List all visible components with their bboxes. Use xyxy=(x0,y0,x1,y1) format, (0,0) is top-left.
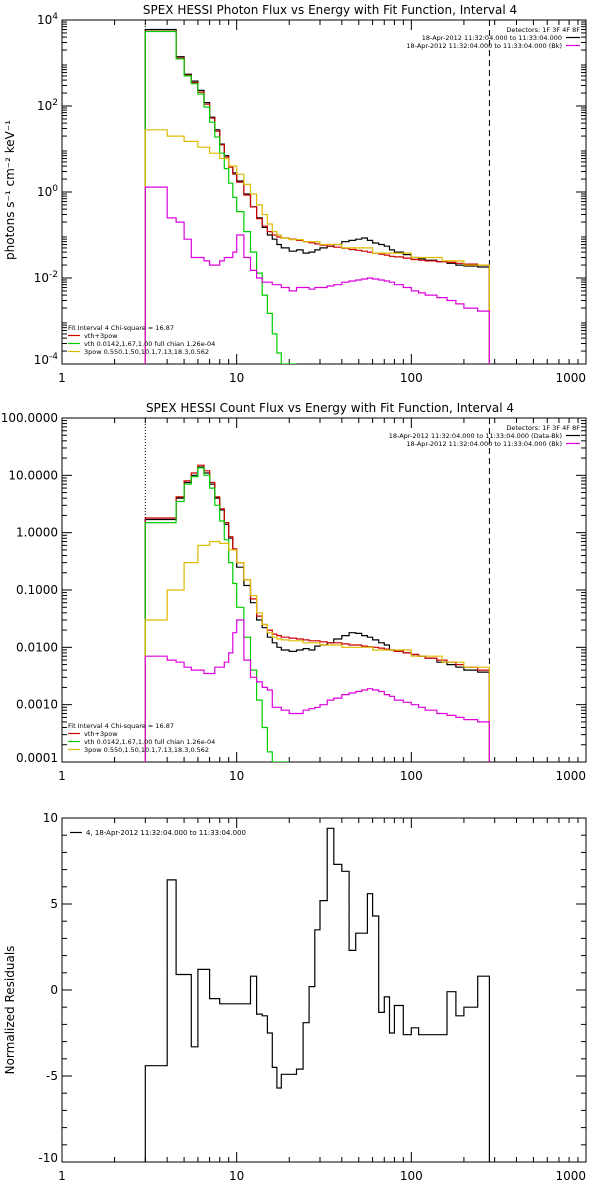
x-tick-label: 10 xyxy=(229,769,244,783)
x-tick-label: 100 xyxy=(400,769,423,783)
photon-flux-title: SPEX HESSI Photon Flux vs Energy with Fi… xyxy=(143,3,517,17)
y-tick-label: 100.0000 xyxy=(1,411,58,425)
series-group xyxy=(144,20,490,364)
count-flux-frame xyxy=(61,417,587,763)
y-tick-label: 0 xyxy=(50,983,58,997)
legend-entry-label: vth 0.0142,1.67,1.00 full chian 1.26e-04 xyxy=(84,340,215,348)
y-tick-label: 10-2 xyxy=(34,270,58,285)
y-tick-label: 0.0001 xyxy=(16,751,58,765)
legend-entry-label: vth+3pow xyxy=(84,332,118,340)
legend-entry-label: 18-Apr-2012 11:32:04.000 to 11:33:04.000 xyxy=(422,34,562,42)
legend-entry-label: 18-Apr-2012 11:32:04.000 to 11:33:04.000… xyxy=(406,440,562,448)
count-flux-ticks: 1 10 100 1000 0.0001 0.0010 0.0100 0.1000 1.0000… xyxy=(1,411,587,783)
series-group xyxy=(144,827,490,1162)
series-vth-histogram xyxy=(144,30,297,364)
photon-flux-ylabel: photons s⁻¹ cm⁻² keV⁻¹ xyxy=(3,120,17,260)
legend-entry-label: 3pow 0.550,1.50,10.1,7.13,18.3,0.562 xyxy=(84,348,209,356)
series-pow-histogram xyxy=(144,540,490,762)
series-data-histogram xyxy=(144,28,490,364)
legend-entry-label: 3pow 0.550,1.50,10.1,7.13,18.3,0.562 xyxy=(84,746,209,754)
y-tick-label: -5 xyxy=(46,1069,58,1083)
count-flux-title: SPEX HESSI Count Flux vs Energy with Fit… xyxy=(146,401,514,415)
y-tick-label: 102 xyxy=(37,98,58,113)
legend-entry-label: vth+3pow xyxy=(84,730,118,738)
y-tick-label: 10.0000 xyxy=(8,468,58,482)
x-tick-label: 10 xyxy=(229,1169,244,1183)
series-total-histogram xyxy=(144,464,490,762)
photon-flux-plot-area xyxy=(144,20,490,364)
y-tick-label: 5 xyxy=(50,897,58,911)
series-bk-histogram xyxy=(144,619,490,762)
residuals-plot-area xyxy=(144,827,490,1162)
photon-flux-ticks: 1 10 100 1000 10-4 10-2 100 102 104 xyxy=(34,12,587,385)
legend-entry-label: vth 0.0142,1.67,1.00 full chian 1.26e-04 xyxy=(84,738,215,746)
legend-entry-label: Detectors: 1F 3F 4F 8F xyxy=(506,26,580,34)
series-data-histogram xyxy=(144,466,490,762)
y-tick-label: 0.0010 xyxy=(16,698,58,712)
x-tick-label: 10 xyxy=(229,371,244,385)
legend-entry-label: 18-Apr-2012 11:32:04.000 to 11:33:04.000… xyxy=(406,42,562,50)
y-tick-label: 0.0100 xyxy=(16,640,58,654)
count-flux-panel: SPEX HESSI Count Flux vs Energy with Fit… xyxy=(1,401,587,783)
y-tick-label: 1.0000 xyxy=(16,526,58,540)
legend-entry-label: Fit Interval 4 Chi-square = 16.87 xyxy=(68,324,174,332)
residuals-ylabel: Normalized Residuals xyxy=(3,946,17,1075)
series-bk-histogram xyxy=(144,186,490,364)
x-tick-label: 100 xyxy=(400,1169,423,1183)
x-tick-label: 1 xyxy=(58,1169,66,1183)
residuals-panel: Normalized Residuals 1 10 100 1000 -10 -5 0 5 10… xyxy=(3,811,587,1183)
count-flux-plot-area xyxy=(144,418,490,762)
x-tick-label: 1000 xyxy=(555,769,586,783)
y-tick-label: 10 xyxy=(43,811,58,825)
series-residuals-histogram xyxy=(144,827,490,1162)
legend-entry-label: Detectors: 1F 3F 4F 8F xyxy=(506,424,580,432)
x-tick-label: 1000 xyxy=(555,1169,586,1183)
y-tick-label: 100 xyxy=(37,184,58,199)
y-tick-label: 10-4 xyxy=(34,352,59,367)
photon-flux-panel: SPEX HESSI Photon Flux vs Energy with Fi… xyxy=(3,3,587,385)
photon-flux-frame xyxy=(61,19,587,365)
legend-entry-label: Fit Interval 4 Chi-square = 16.87 xyxy=(68,722,174,730)
residuals-frame xyxy=(61,817,587,1163)
y-tick-label: 104 xyxy=(37,12,58,27)
y-tick-label: -10 xyxy=(38,1151,58,1165)
x-tick-label: 1 xyxy=(58,769,66,783)
residuals-legends: 4, 18-Apr-2012 11:32:04.000 to 11:33:04.… xyxy=(70,829,246,837)
x-tick-label: 100 xyxy=(400,371,423,385)
series-group xyxy=(144,418,490,762)
series-vth-histogram xyxy=(144,467,290,762)
legend-entry-label: 18-Apr-2012 11:32:04.000 to 11:33:04.000… xyxy=(389,432,562,440)
x-tick-label: 1000 xyxy=(555,371,586,385)
x-tick-label: 1 xyxy=(58,371,66,385)
residuals-ticks: 1 10 100 1000 -10 -5 0 5 10 xyxy=(38,811,587,1183)
series-pow-histogram xyxy=(144,129,490,364)
legend-entry-label: 4, 18-Apr-2012 11:32:04.000 to 11:33:04.… xyxy=(86,829,246,837)
y-tick-label: 0.1000 xyxy=(16,583,58,597)
